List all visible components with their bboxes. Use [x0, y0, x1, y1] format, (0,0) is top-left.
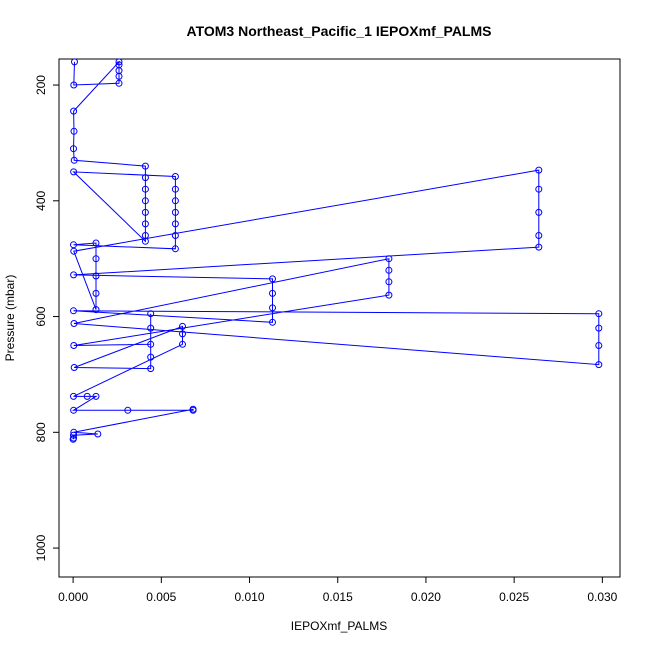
data-point — [147, 365, 155, 373]
y-tick-label: 800 — [34, 422, 48, 442]
data-point — [141, 208, 149, 216]
data-point — [171, 197, 179, 205]
y-axis: 200 400 600 800 1000 — [34, 75, 60, 561]
data-point — [385, 266, 393, 274]
plot-area — [58, 58, 621, 578]
data-point — [269, 275, 276, 283]
data-point — [141, 237, 149, 245]
x-tick-label: 0.025 — [499, 590, 529, 604]
data-point — [179, 322, 186, 330]
data-point — [269, 318, 276, 326]
data-point — [83, 392, 91, 400]
data-point — [71, 58, 78, 66]
y-tick-label: 1000 — [34, 534, 48, 561]
data-point — [171, 173, 179, 180]
data-point — [179, 340, 186, 348]
data-point — [70, 81, 78, 89]
data-point — [171, 232, 179, 239]
x-axis: 0.000 0.005 0.010 0.015 0.020 0.025 0.030 — [58, 576, 618, 604]
data-point — [115, 58, 123, 66]
data-point — [70, 406, 78, 414]
data-point — [70, 156, 78, 164]
data-point — [269, 304, 276, 312]
x-tick-label: 0.010 — [235, 590, 265, 604]
y-tick-label: 600 — [34, 306, 48, 326]
data-point — [147, 340, 155, 348]
data-point — [171, 220, 179, 228]
data-point — [70, 392, 77, 400]
data-point — [385, 291, 393, 299]
x-tick-label: 0.000 — [58, 590, 88, 604]
data-point — [141, 197, 149, 205]
data-point — [535, 166, 543, 174]
data-point — [70, 247, 78, 255]
data-point — [595, 310, 603, 318]
data-point — [124, 406, 132, 414]
data-point — [171, 208, 179, 216]
data-point — [535, 185, 543, 193]
data-point — [70, 364, 78, 371]
data-point — [92, 239, 100, 247]
data-point — [385, 255, 393, 263]
data-point — [69, 435, 77, 443]
data-point — [171, 245, 179, 253]
data-point — [147, 310, 155, 318]
x-axis-label: IEPOXmf_PALMS — [291, 619, 387, 633]
data-point — [147, 324, 155, 332]
y-tick-label: 200 — [34, 75, 48, 95]
data-point — [141, 220, 149, 228]
data-point — [115, 79, 123, 87]
data-point — [92, 392, 100, 400]
data-point — [70, 320, 78, 327]
x-tick-label: 0.030 — [587, 590, 617, 604]
data-point — [115, 61, 123, 69]
data-point — [269, 289, 276, 297]
data-point — [141, 174, 149, 182]
data-point — [70, 145, 77, 153]
data-point — [70, 307, 77, 315]
data-point — [535, 243, 543, 251]
data-point — [70, 168, 78, 176]
chart-title: ATOM3 Northeast_Pacific_1 IEPOXmf_PALMS — [187, 23, 492, 39]
x-tick-label: 0.020 — [411, 590, 441, 604]
series-line — [71, 60, 600, 440]
data-point — [92, 272, 100, 280]
data-point — [595, 342, 603, 349]
data-point — [595, 361, 603, 369]
data-point — [141, 185, 149, 193]
data-series — [69, 58, 603, 443]
x-tick-label: 0.005 — [146, 590, 176, 604]
data-point — [70, 107, 78, 115]
data-point — [92, 255, 100, 263]
data-point — [147, 353, 155, 361]
data-point — [385, 278, 393, 286]
data-point — [94, 430, 102, 438]
data-point — [92, 289, 100, 297]
data-point — [535, 232, 543, 239]
x-tick-label: 0.015 — [323, 590, 353, 604]
data-point — [70, 127, 78, 135]
data-point — [92, 306, 100, 314]
data-point — [70, 431, 77, 439]
data-point — [141, 162, 149, 170]
data-point — [535, 208, 543, 216]
data-point — [179, 330, 186, 338]
data-point — [70, 271, 78, 279]
data-point — [595, 324, 603, 332]
y-tick-label: 400 — [34, 190, 48, 210]
data-point — [171, 185, 179, 193]
data-point — [70, 342, 78, 349]
data-point — [189, 405, 197, 413]
y-axis-label: Pressure (mbar) — [3, 275, 17, 362]
